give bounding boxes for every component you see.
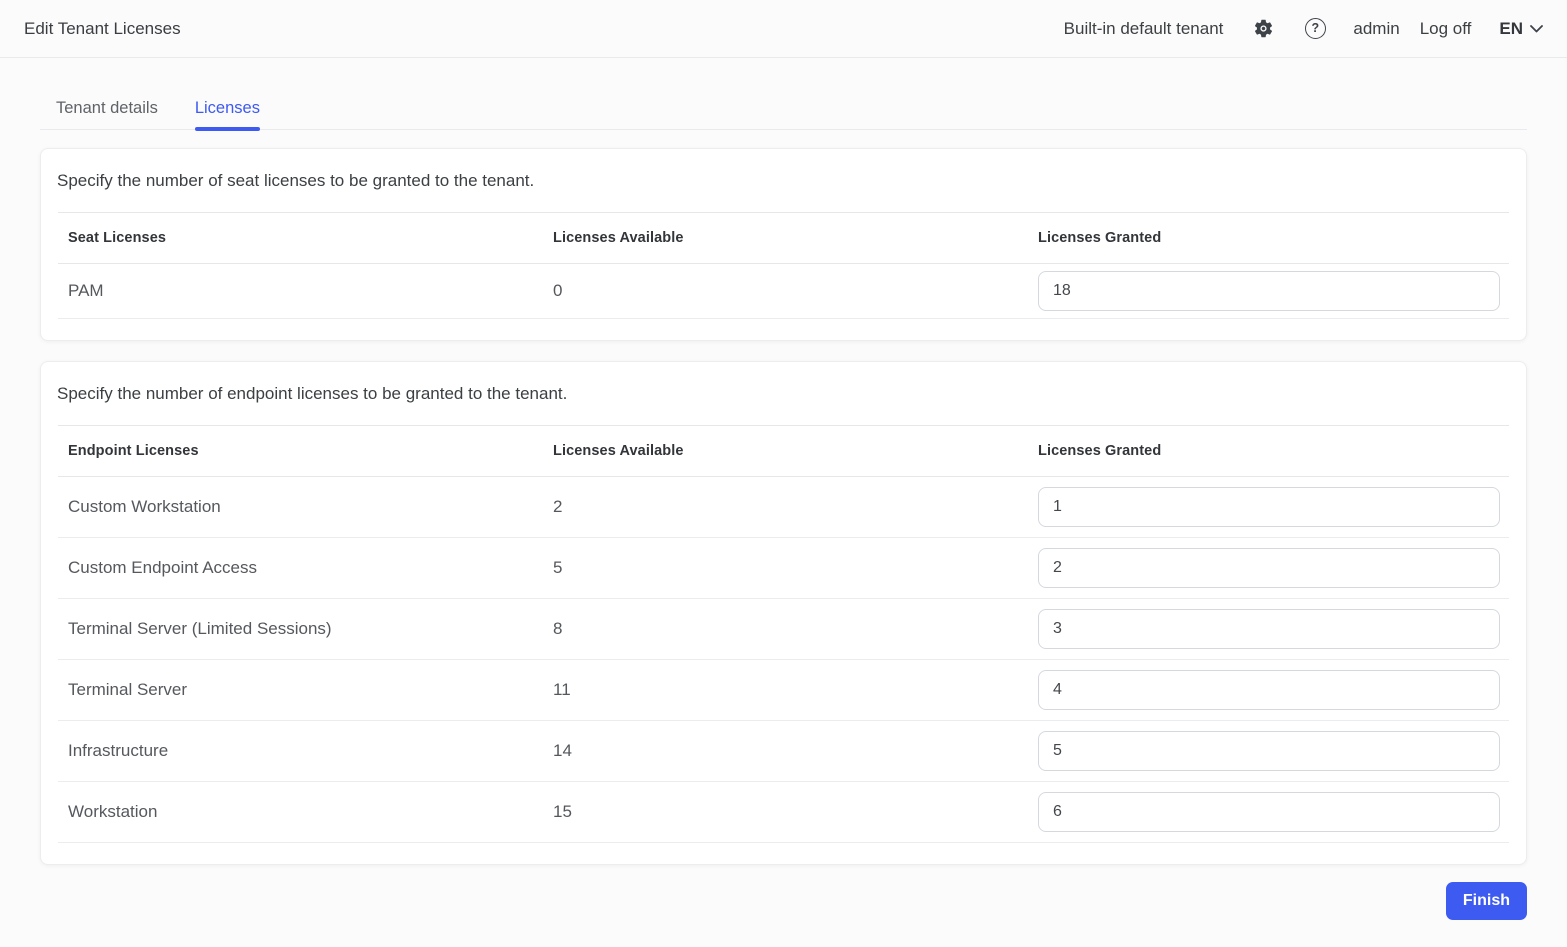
licenses-granted-input-custom-endpoint-access[interactable] xyxy=(1038,548,1500,588)
table-row: Infrastructure 14 xyxy=(58,721,1509,782)
language-selector[interactable]: EN xyxy=(1499,19,1543,39)
licenses-granted-input-workstation[interactable] xyxy=(1038,792,1500,832)
current-tenant-label: Built-in default tenant xyxy=(1063,18,1224,38)
license-name: Terminal Server (Limited Sessions) xyxy=(68,619,332,638)
column-header-licenses-granted: Licenses Granted xyxy=(1038,443,1162,459)
seat-table-header-row: Seat Licenses Licenses Available License… xyxy=(58,212,1509,264)
licenses-granted-input-pam[interactable] xyxy=(1038,271,1500,311)
table-row: Terminal Server 11 xyxy=(58,660,1509,721)
table-row: Workstation 15 xyxy=(58,782,1509,843)
gear-icon xyxy=(1253,18,1274,39)
language-label: EN xyxy=(1499,18,1523,38)
licenses-available-value: 8 xyxy=(553,619,563,638)
license-name: Workstation xyxy=(68,802,158,821)
license-name: Custom Workstation xyxy=(68,497,221,516)
column-header-licenses-available: Licenses Available xyxy=(553,230,684,246)
column-header-licenses-available: Licenses Available xyxy=(553,443,684,459)
licenses-available-value: 14 xyxy=(553,741,572,760)
user-menu[interactable]: admin xyxy=(1353,18,1400,38)
endpoint-table-header-row: Endpoint Licenses Licenses Available Lic… xyxy=(58,425,1509,477)
table-row: Custom Endpoint Access 5 xyxy=(58,538,1509,599)
topbar: Edit Tenant Licenses Built-in default te… xyxy=(0,0,1567,58)
license-name: PAM xyxy=(68,281,104,300)
footer-actions: Finish xyxy=(40,882,1527,920)
licenses-granted-input-infrastructure[interactable] xyxy=(1038,731,1500,771)
endpoint-licenses-card: Specify the number of endpoint licenses … xyxy=(40,361,1527,865)
seat-licenses-message: Specify the number of seat licenses to b… xyxy=(57,171,535,190)
help-button[interactable]: ? xyxy=(1303,17,1327,41)
column-header-licenses-granted: Licenses Granted xyxy=(1038,230,1162,246)
topbar-actions: Built-in default tenant ? admin Log off … xyxy=(1064,17,1543,41)
tab-licenses[interactable]: Licenses xyxy=(194,99,261,131)
licenses-granted-input-terminal-server[interactable] xyxy=(1038,670,1500,710)
licenses-granted-input-custom-workstation[interactable] xyxy=(1038,487,1500,527)
question-mark-circle-icon: ? xyxy=(1304,18,1326,39)
table-row: Custom Workstation 2 xyxy=(58,477,1509,538)
column-header-endpoint-licenses: Endpoint Licenses xyxy=(68,443,199,459)
license-name: Custom Endpoint Access xyxy=(68,558,257,577)
license-name: Terminal Server xyxy=(68,680,188,699)
endpoint-licenses-message: Specify the number of endpoint licenses … xyxy=(57,384,568,403)
finish-button[interactable]: Finish xyxy=(1445,882,1527,920)
logoff-link[interactable]: Log off xyxy=(1419,18,1472,38)
license-name: Infrastructure xyxy=(68,741,169,760)
page-title: Edit Tenant Licenses xyxy=(24,18,181,38)
seat-licenses-table: Seat Licenses Licenses Available License… xyxy=(58,212,1509,340)
licenses-available-value: 5 xyxy=(553,558,563,577)
licenses-available-value: 11 xyxy=(553,680,571,699)
tab-bar: Tenant details Licenses xyxy=(40,58,1527,131)
settings-button[interactable] xyxy=(1251,17,1275,41)
seat-licenses-card: Specify the number of seat licenses to b… xyxy=(40,148,1527,341)
tab-tenant-details[interactable]: Tenant details xyxy=(56,99,158,117)
column-header-seat-licenses: Seat Licenses xyxy=(68,230,167,246)
chevron-down-icon xyxy=(1530,24,1543,33)
licenses-granted-input-terminal-server-limited[interactable] xyxy=(1038,609,1500,649)
licenses-available-value: 15 xyxy=(553,802,572,821)
table-row: Terminal Server (Limited Sessions) 8 xyxy=(58,599,1509,660)
endpoint-licenses-table: Endpoint Licenses Licenses Available Lic… xyxy=(58,425,1509,864)
table-row: PAM 0 xyxy=(58,264,1509,319)
licenses-available-value: 2 xyxy=(553,497,563,516)
licenses-available-value: 0 xyxy=(553,281,563,300)
